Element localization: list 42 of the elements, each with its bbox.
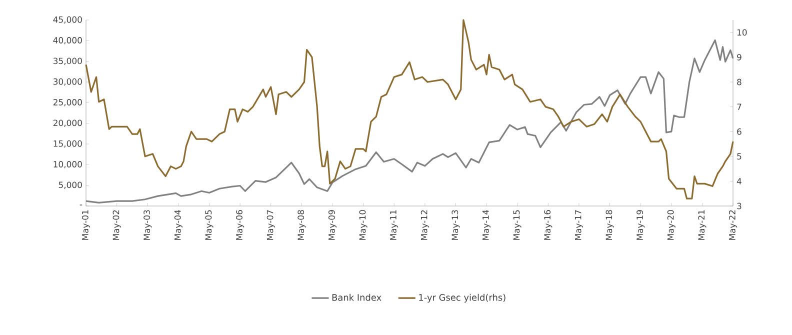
y2-tick-label: 3: [737, 202, 742, 210]
y-tick-label: 40,000: [53, 37, 82, 44]
y-tick-label: 30,000: [53, 78, 82, 86]
y2-tick-label: 6: [737, 128, 742, 135]
x-tick-label: May-15: [513, 210, 522, 240]
y2-tick-label: 8: [737, 78, 742, 86]
y-tick-label: 35,000: [53, 58, 82, 65]
y2-tick-label: 5: [737, 153, 742, 160]
y2-tick-label: 10: [737, 29, 747, 36]
y2-tick-label: 7: [737, 104, 742, 110]
x-tick-label: May-04: [174, 210, 182, 240]
y-tick-label: 25,000: [53, 99, 82, 106]
legend-label: Bank Index: [332, 294, 382, 301]
x-tick-label: May-06: [236, 210, 244, 240]
x-tick-label: May-21: [698, 210, 706, 240]
x-tick-label: May-08: [298, 210, 306, 240]
y2-tick-label: 9: [737, 54, 742, 60]
x-tick-label: May-07: [266, 210, 275, 240]
x-tick-label: May-11: [390, 210, 398, 240]
x-tick-label: May-01: [82, 210, 90, 240]
x-tick-label: May-14: [482, 210, 490, 240]
legend-label: 1-yr Gsec yield(rhs): [419, 294, 506, 303]
y-tick-label: 15,000: [54, 140, 82, 148]
y-tick-label: 20,000: [53, 120, 82, 127]
x-tick-label: May-02: [112, 210, 121, 240]
x-tick-label: May-22: [728, 210, 738, 240]
x-tick-label: May-03: [144, 210, 152, 240]
x-tick-label: May-17: [574, 210, 583, 240]
x-tick-label: May-10: [359, 210, 368, 240]
x-tick-label: May-19: [636, 210, 645, 240]
x-tick-label: May-18: [606, 210, 614, 240]
y-tick-label: 5,000: [58, 182, 82, 189]
x-tick-label: May-20: [667, 210, 676, 240]
x-tick-label: May-12: [420, 210, 429, 240]
y-tick-label: 10,000: [54, 161, 82, 168]
x-tick-label: May-13: [452, 210, 460, 240]
x-tick-label: May-05: [205, 210, 214, 240]
x-tick-label: May-09: [328, 210, 337, 240]
y2-tick-label: 4: [736, 178, 742, 184]
y-tick-label: -: [80, 204, 82, 206]
y-tick-label: 45,000: [53, 16, 82, 24]
x-tick-label: May-16: [544, 210, 552, 240]
